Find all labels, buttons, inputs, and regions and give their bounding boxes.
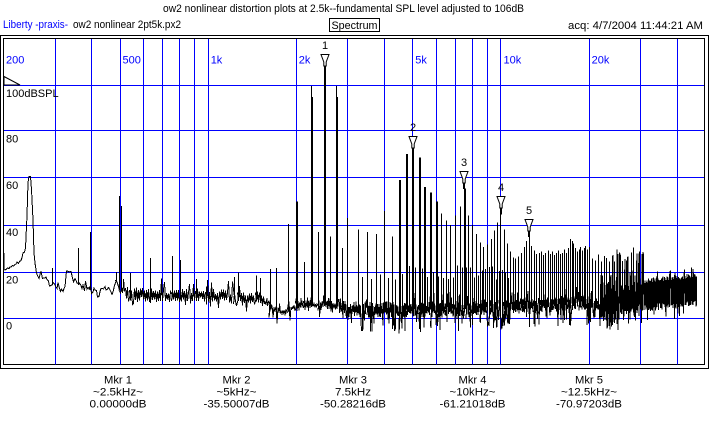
- svg-text:2k: 2k: [299, 55, 311, 67]
- svg-text:Spectrum: Spectrum: [332, 20, 378, 32]
- svg-text:Mkr 5: Mkr 5: [575, 375, 603, 387]
- svg-text:40: 40: [6, 227, 18, 239]
- svg-text:2: 2: [410, 122, 416, 134]
- svg-text:Mkr 2: Mkr 2: [223, 375, 251, 387]
- svg-text:20: 20: [6, 275, 18, 287]
- svg-text:-50.28216dB: -50.28216dB: [320, 399, 386, 411]
- svg-text:~5kHz~: ~5kHz~: [217, 387, 257, 399]
- svg-text:Mkr 1: Mkr 1: [104, 375, 132, 387]
- svg-text:3: 3: [461, 157, 467, 169]
- svg-text:10k: 10k: [504, 55, 522, 67]
- svg-text:5: 5: [526, 205, 532, 217]
- svg-text:-35.50007dB: -35.50007dB: [204, 399, 270, 411]
- svg-text:Mkr 3: Mkr 3: [339, 375, 367, 387]
- svg-text:~2.5kHz~: ~2.5kHz~: [93, 387, 143, 399]
- svg-text:ow2 nonlinear distortion plots: ow2 nonlinear distortion plots at 2.5k--…: [163, 3, 524, 15]
- svg-text:100dBSPL: 100dBSPL: [6, 88, 59, 100]
- svg-text:0.00000dB: 0.00000dB: [90, 399, 147, 411]
- svg-text:1k: 1k: [211, 55, 223, 67]
- svg-text:20k: 20k: [592, 55, 610, 67]
- svg-text:0: 0: [6, 321, 12, 333]
- svg-text:5k: 5k: [415, 55, 427, 67]
- svg-text:500: 500: [123, 55, 141, 67]
- svg-text:200: 200: [6, 55, 24, 67]
- svg-text:1: 1: [322, 40, 328, 52]
- svg-text:~12.5kHz~: ~12.5kHz~: [561, 387, 617, 399]
- svg-text:~10kHz~: ~10kHz~: [450, 387, 496, 399]
- svg-text:60: 60: [6, 180, 18, 192]
- svg-text:ow2 nonlinear 2pt5k.px2: ow2 nonlinear 2pt5k.px2: [73, 19, 181, 31]
- svg-text:7.5kHz: 7.5kHz: [335, 387, 371, 399]
- svg-text:acq: 4/7/2004 11:44:21 AM: acq: 4/7/2004 11:44:21 AM: [568, 20, 703, 32]
- svg-text:Mkr 4: Mkr 4: [459, 375, 487, 387]
- svg-text:Liberty -praxis-: Liberty -praxis-: [3, 19, 68, 31]
- svg-text:80: 80: [6, 134, 18, 146]
- svg-text:4: 4: [498, 182, 504, 194]
- svg-text:-61.21018dB: -61.21018dB: [440, 399, 506, 411]
- svg-text:-70.97203dB: -70.97203dB: [556, 399, 622, 411]
